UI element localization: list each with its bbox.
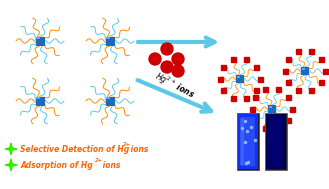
Bar	[254, 88, 259, 93]
Bar	[286, 118, 291, 123]
Bar	[286, 95, 291, 100]
Circle shape	[172, 53, 184, 65]
Text: Selective Detection of Hg: Selective Detection of Hg	[20, 145, 129, 153]
Bar	[231, 95, 236, 101]
Text: 2+: 2+	[95, 158, 103, 163]
Bar	[221, 65, 226, 70]
Bar	[253, 95, 258, 100]
Bar	[296, 50, 301, 54]
FancyArrowPatch shape	[138, 80, 211, 112]
Bar	[309, 88, 314, 93]
Bar	[36, 97, 40, 99]
Bar	[290, 106, 294, 112]
Bar	[231, 57, 236, 63]
Circle shape	[172, 65, 184, 77]
Bar	[263, 88, 268, 92]
Bar	[268, 105, 276, 113]
Bar	[296, 88, 301, 93]
Bar	[302, 68, 305, 70]
FancyBboxPatch shape	[266, 114, 286, 169]
FancyBboxPatch shape	[237, 113, 259, 170]
Bar	[36, 37, 40, 39]
Polygon shape	[5, 159, 17, 171]
FancyBboxPatch shape	[238, 114, 258, 169]
Text: ions: ions	[100, 160, 120, 170]
Bar	[106, 97, 110, 99]
Bar	[106, 36, 114, 46]
Bar	[319, 80, 324, 85]
Bar	[106, 97, 114, 105]
Bar	[244, 95, 249, 101]
Bar	[253, 118, 258, 123]
Bar	[244, 57, 249, 63]
Text: ions: ions	[128, 145, 148, 153]
Bar	[263, 125, 268, 131]
Text: Adsorption of Hg: Adsorption of Hg	[20, 160, 93, 170]
Bar	[283, 68, 288, 74]
FancyBboxPatch shape	[270, 118, 282, 165]
Bar	[269, 106, 272, 108]
Bar	[254, 65, 259, 70]
Circle shape	[161, 61, 173, 73]
Bar	[217, 77, 222, 81]
Bar	[36, 36, 44, 46]
Bar	[286, 57, 291, 62]
FancyBboxPatch shape	[241, 117, 255, 166]
FancyBboxPatch shape	[240, 118, 244, 165]
Bar	[322, 68, 327, 74]
FancyBboxPatch shape	[265, 113, 287, 170]
Bar	[319, 57, 324, 62]
Bar	[301, 67, 309, 75]
Bar	[276, 125, 281, 131]
Bar	[236, 75, 244, 83]
Bar	[106, 37, 110, 39]
Text: $Hg^{2+}$ ions: $Hg^{2+}$ ions	[152, 70, 197, 103]
Bar	[276, 88, 281, 92]
Circle shape	[161, 43, 173, 55]
Circle shape	[149, 53, 161, 65]
Polygon shape	[5, 143, 17, 155]
Bar	[221, 88, 226, 93]
FancyArrowPatch shape	[138, 38, 215, 46]
Bar	[249, 106, 255, 112]
Bar	[36, 97, 44, 105]
Bar	[286, 80, 291, 85]
Text: 2+: 2+	[123, 142, 131, 147]
Bar	[258, 77, 263, 81]
Bar	[309, 50, 314, 54]
Bar	[237, 76, 240, 77]
